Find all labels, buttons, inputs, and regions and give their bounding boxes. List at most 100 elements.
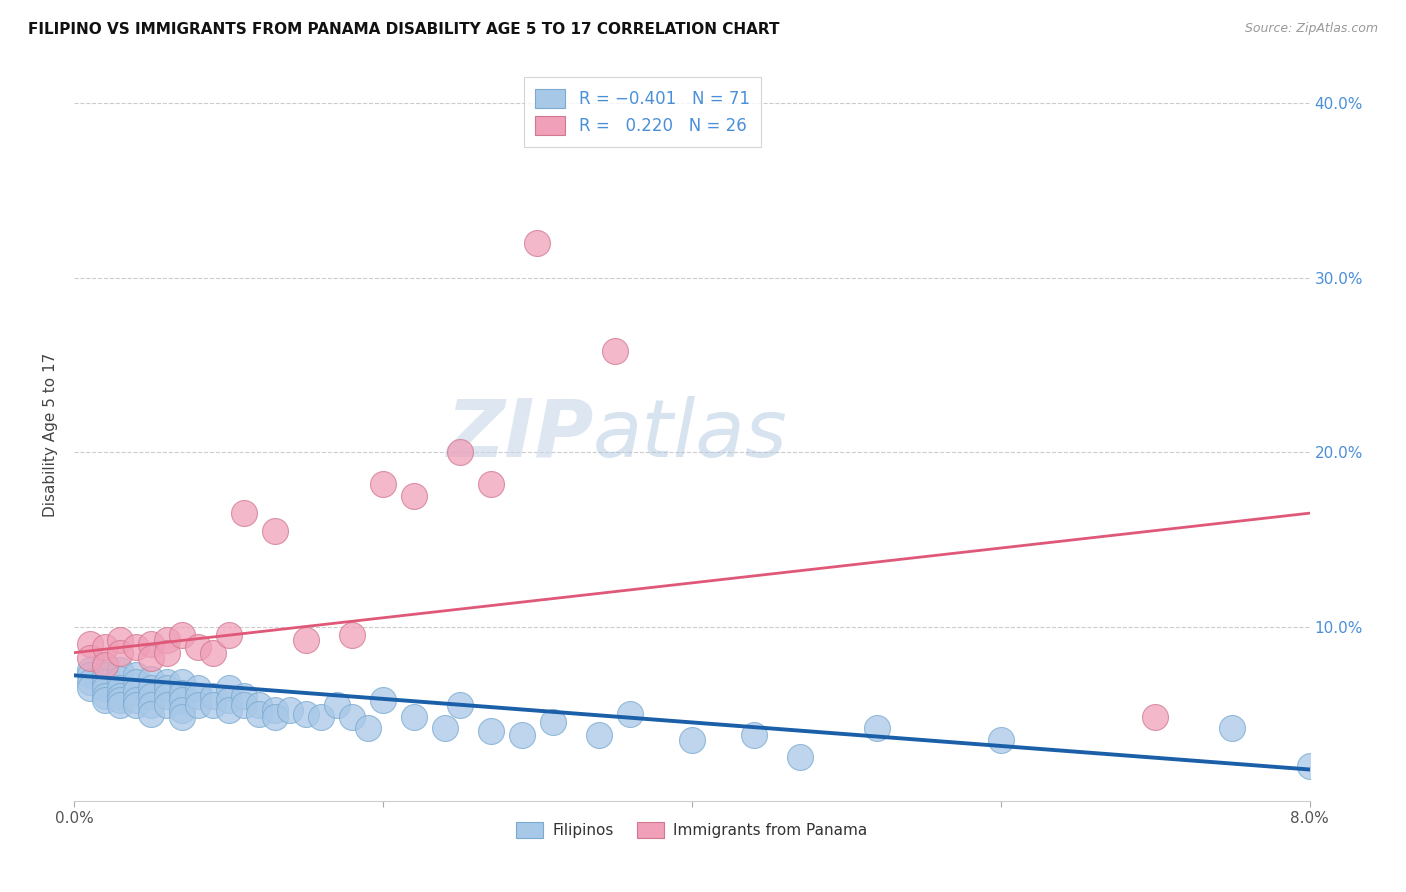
Point <box>187 690 209 704</box>
Point <box>247 706 270 721</box>
Point <box>141 681 163 695</box>
Point <box>172 628 194 642</box>
Text: atlas: atlas <box>593 396 787 474</box>
Point <box>371 476 394 491</box>
Point <box>202 646 225 660</box>
Point <box>233 690 256 704</box>
Point <box>125 692 148 706</box>
Point <box>110 672 132 686</box>
Point <box>125 698 148 712</box>
Point <box>172 710 194 724</box>
Point <box>340 710 363 724</box>
Point <box>79 668 101 682</box>
Point <box>603 343 626 358</box>
Y-axis label: Disability Age 5 to 17: Disability Age 5 to 17 <box>44 352 58 516</box>
Point <box>990 732 1012 747</box>
Point <box>94 692 117 706</box>
Text: Source: ZipAtlas.com: Source: ZipAtlas.com <box>1244 22 1378 36</box>
Point <box>681 732 703 747</box>
Point <box>449 445 471 459</box>
Point <box>141 690 163 704</box>
Point <box>325 698 347 712</box>
Point <box>449 698 471 712</box>
Point <box>588 728 610 742</box>
Point <box>125 668 148 682</box>
Point <box>94 681 117 695</box>
Point <box>309 710 332 724</box>
Point <box>433 721 456 735</box>
Point <box>141 651 163 665</box>
Point <box>340 628 363 642</box>
Point <box>402 489 425 503</box>
Point <box>94 690 117 704</box>
Point <box>866 721 889 735</box>
Point <box>233 698 256 712</box>
Point <box>479 476 502 491</box>
Point <box>141 698 163 712</box>
Point <box>79 675 101 690</box>
Point <box>510 728 533 742</box>
Point <box>94 657 117 672</box>
Point <box>156 698 179 712</box>
Point <box>79 651 101 665</box>
Point <box>218 681 240 695</box>
Point <box>94 657 117 672</box>
Point <box>172 686 194 700</box>
Point <box>79 681 101 695</box>
Point <box>125 640 148 655</box>
Point <box>218 628 240 642</box>
Point <box>110 663 132 677</box>
Point <box>156 633 179 648</box>
Point <box>742 728 765 742</box>
Point <box>233 506 256 520</box>
Point <box>94 668 117 682</box>
Point <box>263 710 285 724</box>
Point <box>187 698 209 712</box>
Point <box>110 690 132 704</box>
Point <box>247 698 270 712</box>
Point <box>110 646 132 660</box>
Point <box>172 703 194 717</box>
Point <box>541 715 564 730</box>
Point <box>263 703 285 717</box>
Point <box>294 633 316 648</box>
Point <box>371 692 394 706</box>
Point <box>125 675 148 690</box>
Point <box>156 646 179 660</box>
Point <box>156 690 179 704</box>
Point <box>187 640 209 655</box>
Point <box>172 692 194 706</box>
Point <box>141 637 163 651</box>
Point <box>156 681 179 695</box>
Point <box>1144 710 1167 724</box>
Point <box>202 690 225 704</box>
Point <box>94 640 117 655</box>
Point <box>94 675 117 690</box>
Point <box>218 692 240 706</box>
Point <box>1298 759 1320 773</box>
Point <box>402 710 425 724</box>
Point <box>187 681 209 695</box>
Point <box>278 703 301 717</box>
Point <box>79 637 101 651</box>
Text: ZIP: ZIP <box>446 396 593 474</box>
Legend: Filipinos, Immigrants from Panama: Filipinos, Immigrants from Panama <box>510 816 875 845</box>
Point <box>110 698 132 712</box>
Point <box>526 235 548 250</box>
Point <box>263 524 285 538</box>
Point <box>156 675 179 690</box>
Point <box>141 706 163 721</box>
Point <box>110 633 132 648</box>
Point <box>789 750 811 764</box>
Point <box>1220 721 1243 735</box>
Point <box>125 684 148 698</box>
Point <box>218 703 240 717</box>
Point <box>110 681 132 695</box>
Point <box>79 663 101 677</box>
Point <box>479 724 502 739</box>
Point <box>202 698 225 712</box>
Point <box>172 675 194 690</box>
Point <box>356 721 378 735</box>
Point <box>294 706 316 721</box>
Point <box>619 706 641 721</box>
